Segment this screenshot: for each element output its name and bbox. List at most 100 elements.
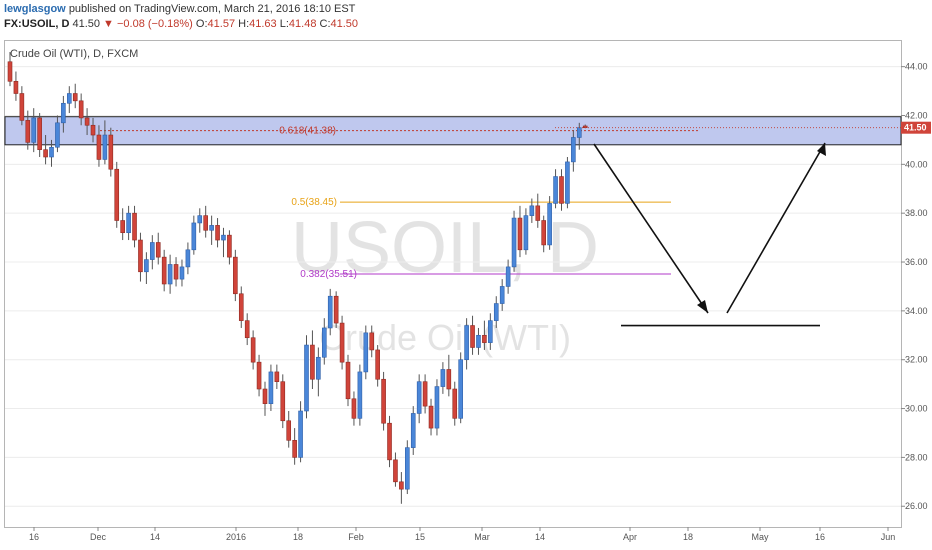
- candle[interactable]: [476, 327, 481, 355]
- candle[interactable]: [292, 428, 297, 465]
- candle[interactable]: [369, 325, 375, 358]
- candle[interactable]: [327, 288, 333, 336]
- candle[interactable]: [138, 232, 143, 282]
- candle[interactable]: [464, 318, 469, 370]
- candle[interactable]: [262, 381, 268, 416]
- candle[interactable]: [440, 362, 446, 394]
- candle[interactable]: [179, 259, 185, 287]
- candle[interactable]: [250, 330, 256, 370]
- candle[interactable]: [428, 398, 434, 436]
- candle[interactable]: [238, 286, 244, 328]
- candle[interactable]: [399, 472, 404, 504]
- candle[interactable]: [227, 230, 232, 265]
- candle[interactable]: [7, 51, 13, 87]
- candle[interactable]: [363, 325, 369, 380]
- candle[interactable]: [215, 218, 220, 248]
- candle[interactable]: [132, 205, 137, 248]
- candle[interactable]: [559, 169, 564, 211]
- candle[interactable]: [96, 125, 102, 167]
- candle[interactable]: [126, 205, 131, 241]
- candle[interactable]: [221, 227, 226, 258]
- candle[interactable]: [523, 208, 529, 255]
- candle[interactable]: [499, 279, 505, 311]
- candle[interactable]: [55, 115, 60, 153]
- candle[interactable]: [529, 198, 535, 223]
- candle[interactable]: [565, 157, 570, 209]
- candle[interactable]: [25, 110, 31, 150]
- candle[interactable]: [470, 315, 475, 355]
- candle[interactable]: [61, 95, 66, 133]
- candle[interactable]: [244, 313, 250, 346]
- candle[interactable]: [120, 208, 125, 241]
- candle[interactable]: [321, 318, 327, 365]
- candle[interactable]: [535, 193, 541, 228]
- candle[interactable]: [49, 139, 54, 167]
- candle-body: [43, 149, 48, 158]
- candle[interactable]: [517, 205, 523, 258]
- candle[interactable]: [102, 120, 108, 165]
- candle[interactable]: [357, 364, 363, 426]
- candle[interactable]: [90, 117, 96, 143]
- candle[interactable]: [339, 315, 345, 370]
- candle[interactable]: [67, 86, 72, 114]
- candle[interactable]: [434, 379, 440, 436]
- candle[interactable]: [185, 242, 191, 275]
- candle[interactable]: [84, 108, 90, 136]
- candle[interactable]: [351, 391, 357, 426]
- candle[interactable]: [304, 335, 309, 419]
- candle[interactable]: [114, 161, 120, 228]
- candle[interactable]: [256, 354, 262, 397]
- candle[interactable]: [37, 113, 42, 158]
- author-link[interactable]: lewglasgow: [4, 3, 66, 15]
- candle[interactable]: [173, 257, 179, 287]
- candle[interactable]: [280, 374, 286, 429]
- candle[interactable]: [505, 259, 511, 294]
- candle[interactable]: [446, 354, 452, 397]
- candle[interactable]: [150, 235, 155, 270]
- candle[interactable]: [43, 135, 48, 165]
- candle[interactable]: [488, 313, 493, 350]
- candle[interactable]: [316, 347, 321, 397]
- candle[interactable]: [167, 254, 173, 294]
- candle[interactable]: [233, 249, 238, 302]
- candle[interactable]: [541, 215, 547, 253]
- candle[interactable]: [13, 71, 19, 101]
- candle[interactable]: [571, 130, 576, 172]
- candle[interactable]: [387, 415, 392, 468]
- candle[interactable]: [422, 374, 428, 414]
- candle[interactable]: [511, 210, 517, 272]
- candle[interactable]: [345, 354, 351, 407]
- candle[interactable]: [108, 127, 114, 177]
- candle[interactable]: [274, 364, 280, 390]
- candle[interactable]: [72, 83, 78, 109]
- candle[interactable]: [393, 452, 398, 487]
- candle[interactable]: [191, 215, 197, 255]
- candle[interactable]: [547, 196, 552, 250]
- candle[interactable]: [19, 86, 25, 126]
- candle[interactable]: [155, 232, 161, 265]
- candle[interactable]: [333, 291, 339, 328]
- candle[interactable]: [209, 215, 214, 245]
- candle[interactable]: [493, 296, 499, 328]
- candle[interactable]: [553, 169, 558, 209]
- candle[interactable]: [203, 205, 208, 238]
- candle[interactable]: [310, 330, 315, 390]
- candle[interactable]: [452, 381, 458, 426]
- candle[interactable]: [416, 374, 422, 424]
- candle[interactable]: [268, 364, 274, 411]
- candle[interactable]: [78, 93, 84, 126]
- candle[interactable]: [31, 108, 37, 153]
- candle[interactable]: [458, 352, 463, 424]
- candle[interactable]: [405, 440, 410, 495]
- candle[interactable]: [161, 249, 167, 292]
- candle[interactable]: [482, 320, 487, 350]
- candle[interactable]: [298, 401, 303, 463]
- candle[interactable]: [197, 208, 203, 233]
- candle[interactable]: [375, 345, 380, 387]
- candle[interactable]: [410, 406, 416, 455]
- candle[interactable]: [381, 371, 386, 431]
- plot-area[interactable]: [4, 40, 902, 528]
- candle[interactable]: [286, 410, 292, 448]
- candle[interactable]: [144, 252, 149, 284]
